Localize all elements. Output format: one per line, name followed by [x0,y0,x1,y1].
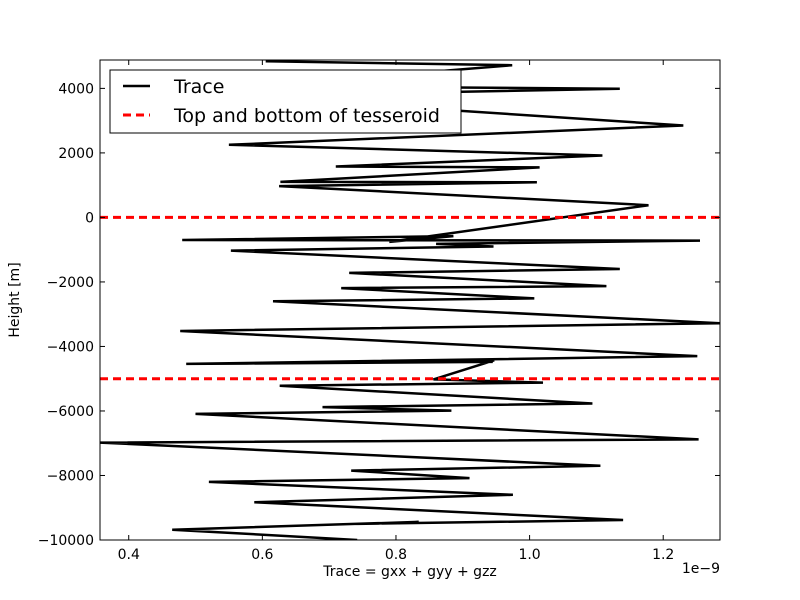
y-tick-label: −4000 [47,339,94,355]
plot-frame [99,59,721,541]
y-axis-label: Height [m] [7,262,23,337]
y-tick-label: −10000 [38,533,94,549]
trace-line [100,60,720,540]
y-tick-label: 0 [85,210,94,226]
x-tick-label: 0.8 [385,547,407,563]
legend-trace-label: Trace [173,76,224,98]
x-tick-label: 1.0 [518,547,540,563]
y-tick-label: 2000 [58,146,94,162]
y-tick-label: −8000 [47,468,94,484]
x-tick-label: 0.4 [118,547,140,563]
legend-tesseroid-label: Top and bottom of tesseroid [173,105,440,127]
legend: Trace Top and bottom of tesseroid [109,69,462,134]
x-axis-label: Trace = gxx + gyy + gzz [322,564,497,580]
y-tick-label: −2000 [47,275,94,291]
series-layer [100,60,720,540]
x-tick-label: 0.6 [251,547,273,563]
y-tick-label: −6000 [47,404,94,420]
tick-layer: 0.4 0.6 0.8 1.0 1.2 4000 2000 0 −2000 −4000 −6000 −… [38,60,720,563]
y-tick-label: 4000 [58,81,94,97]
legend-box [109,69,462,134]
x-scale-offset-label: 1e−9 [682,561,720,577]
x-tick-label: 1.2 [652,547,674,563]
